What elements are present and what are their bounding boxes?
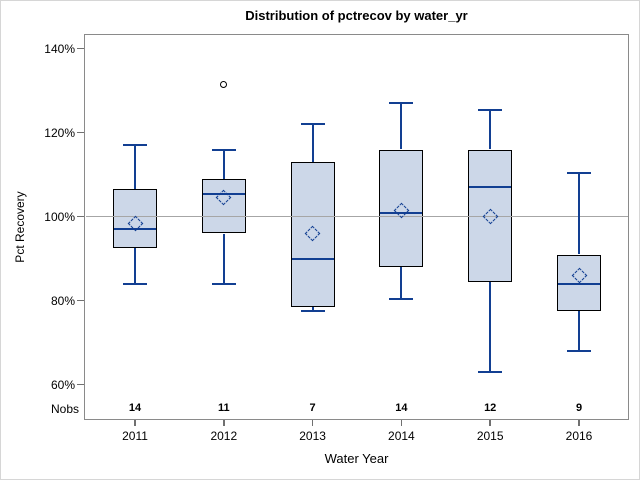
y-tick-mark [77,300,84,302]
x-axis-title: Water Year [324,451,389,466]
whisker-cap-min-2013 [300,310,325,313]
median-2013 [291,257,334,260]
box-2016 [557,254,601,312]
whisker-cap-min-2011 [123,282,147,285]
reference-line-100pct [85,215,628,218]
whisker-upper-2014 [400,103,403,150]
y-axis-title: Pct Recovery [13,191,27,263]
box-2014 [379,149,424,268]
whisker-upper-2011 [134,145,136,190]
y-tick-label: 140% [44,41,75,56]
x-tick-mark [223,420,225,426]
y-tick-label: 100% [44,209,75,224]
nobs-value-2011: 14 [128,402,142,414]
y-tick-label: 80% [50,293,75,308]
x-tick-mark [400,420,403,426]
whisker-lower-2011 [134,248,136,284]
whisker-lower-2014 [400,267,403,299]
x-tick-label-2013: 2013 [299,429,326,443]
box-2011 [113,189,157,249]
x-tick-mark [578,420,580,426]
nobs-value-2013: 7 [309,402,316,414]
y-tick-label: 120% [44,125,75,140]
y-tick-mark [77,48,84,50]
nobs-value-2012: 11 [217,402,230,414]
whisker-cap-max-2014 [389,102,414,105]
whisker-upper-2015 [489,109,492,150]
y-tick-label: 60% [50,377,75,392]
whisker-cap-max-2012 [211,148,236,151]
plot-area [84,34,629,420]
median-2016 [558,282,600,285]
median-2015 [469,186,512,189]
median-2011 [114,228,156,231]
box-2012 [201,178,246,234]
whisker-lower-2013 [311,307,314,312]
x-tick-label-2014: 2014 [388,429,415,443]
whisker-cap-min-2015 [478,371,503,374]
y-tick-mark [77,384,84,386]
whisker-cap-min-2016 [567,350,591,353]
whisker-upper-2013 [311,124,314,163]
outlier-2012-0 [220,80,228,88]
whisker-lower-2015 [489,281,492,373]
whisker-upper-2012 [222,149,225,179]
nobs-row-label: Nobs [50,402,79,416]
whisker-cap-max-2015 [478,108,503,111]
chart-title: Distribution of pctrecov by water_yr [245,8,468,23]
nobs-value-2014: 14 [395,402,408,414]
whisker-lower-2016 [578,311,580,352]
x-tick-label-2015: 2015 [476,429,504,443]
box-2015 [468,149,513,282]
nobs-value-2016: 9 [575,402,583,414]
whisker-lower-2012 [222,233,225,284]
whisker-upper-2016 [578,172,580,255]
box-2013 [290,162,335,307]
x-tick-label-2011: 2011 [122,429,148,443]
x-tick-label-2016: 2016 [565,429,593,443]
y-tick-mark [77,216,84,218]
x-tick-mark [311,420,314,426]
y-tick-mark [77,132,84,134]
whisker-cap-max-2013 [300,123,325,126]
nobs-value-2015: 12 [484,402,497,414]
x-tick-label-2012: 2012 [210,429,238,443]
x-tick-mark [489,420,491,426]
whisker-cap-min-2014 [389,297,414,300]
median-2012 [202,192,245,195]
whisker-cap-min-2012 [211,282,236,285]
x-tick-mark [134,420,136,426]
whisker-cap-max-2011 [123,144,147,147]
whisker-cap-max-2016 [567,171,591,174]
median-2014 [380,211,423,214]
